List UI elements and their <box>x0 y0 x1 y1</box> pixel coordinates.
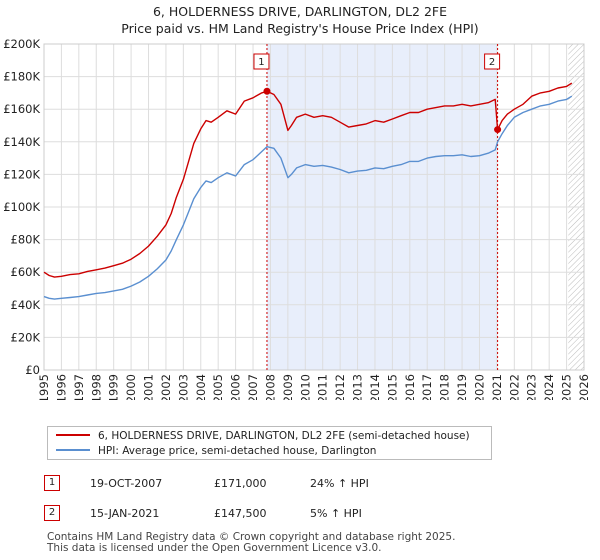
y-tick-label: £200K <box>3 37 40 51</box>
sale-badge: 1 <box>44 475 60 491</box>
y-tick-label: £120K <box>3 167 40 181</box>
chart-title: 6, HOLDERNESS DRIVE, DARLINGTON, DL2 2FE <box>152 4 447 19</box>
x-tick-label: 2003 <box>176 374 190 400</box>
x-tick-label: 1997 <box>72 374 86 400</box>
x-tick-label: 2006 <box>229 374 243 400</box>
x-tick-label: 2007 <box>246 374 260 400</box>
x-tick-label: 1995 <box>37 374 51 400</box>
x-tick-label: 2025 <box>560 374 574 400</box>
y-tick-label: £180K <box>3 70 40 84</box>
y-tick-label: £0 <box>25 363 40 377</box>
y-tick-label: £100K <box>3 200 40 214</box>
x-tick-label: 2008 <box>263 374 277 400</box>
x-tick-label: 2017 <box>420 374 434 400</box>
chart-legend: 6, HOLDERNESS DRIVE, DARLINGTON, DL2 2FE… <box>47 426 492 460</box>
x-tick-label: 1999 <box>107 374 121 400</box>
y-tick-label: £160K <box>3 102 40 116</box>
hpi-series-line <box>43 95 573 300</box>
sale-badge: 2 <box>44 505 60 521</box>
x-tick-label: 2018 <box>438 374 452 400</box>
legend-label-property: 6, HOLDERNESS DRIVE, DARLINGTON, DL2 2FE… <box>98 430 470 442</box>
legend-label-hpi: HPI: Average price, semi-detached house,… <box>98 445 377 457</box>
sale-box <box>484 53 501 70</box>
x-tick-label: 2011 <box>316 374 330 400</box>
sale-price: £171,000 <box>214 477 267 490</box>
sale-box-label: 1 <box>258 57 264 68</box>
x-tick-label: 2005 <box>211 374 225 400</box>
x-tick-label: 2016 <box>403 374 417 400</box>
footer-copyright: Contains HM Land Registry data © Crown c… <box>47 531 456 543</box>
x-tick-label: 2019 <box>455 374 469 400</box>
x-tick-label: 2022 <box>507 374 521 400</box>
sale-price: £147,500 <box>214 507 267 520</box>
sale-date: 15-JAN-2021 <box>90 507 160 520</box>
y-tick-label: £40K <box>11 298 41 312</box>
x-tick-label: 2026 <box>577 374 591 400</box>
sale-hpi-change: 5% ↑ HPI <box>310 507 362 520</box>
sale-point <box>263 87 271 95</box>
plot-border <box>43 43 585 371</box>
y-tick-label: £140K <box>3 135 40 149</box>
legend-item-property: 6, HOLDERNESS DRIVE, DARLINGTON, DL2 2FE… <box>56 429 470 443</box>
x-tick-label: 2013 <box>351 374 365 400</box>
footer-licence: This data is licensed under the Open Gov… <box>47 542 382 554</box>
x-tick-label: 2000 <box>124 374 138 400</box>
x-tick-label: 2002 <box>159 374 173 400</box>
y-tick-label: £60K <box>11 265 41 279</box>
x-tick-label: 2012 <box>333 374 347 400</box>
x-tick-label: 2014 <box>368 374 382 400</box>
x-tick-label: 2023 <box>525 374 539 400</box>
x-tick-label: 1996 <box>54 374 68 400</box>
x-tick-label: 2015 <box>385 374 399 400</box>
price-chart: £0 £20K £40K £60K £80K £100K £120K £140K £160K £1… <box>3 37 591 400</box>
x-tick-label: 1998 <box>89 374 103 400</box>
x-tick-label: 2021 <box>490 374 504 400</box>
sale-box <box>253 53 270 70</box>
x-tick-label: 2020 <box>472 374 486 400</box>
legend-swatch-hpi <box>56 449 90 451</box>
chart-subtitle: Price paid vs. HM Land Registry's House … <box>121 21 479 36</box>
x-tick-label: 2010 <box>298 374 312 400</box>
x-tick-label: 2024 <box>542 374 556 400</box>
sale-hpi-change: 24% ↑ HPI <box>310 477 369 490</box>
x-tick-label: 2001 <box>142 374 156 400</box>
y-tick-label: £80K <box>11 233 41 247</box>
y-tick-label: £20K <box>11 330 41 344</box>
sale-point <box>494 126 502 134</box>
legend-swatch-property <box>56 434 90 436</box>
sale-date: 19-OCT-2007 <box>90 477 163 490</box>
x-tick-label: 2004 <box>194 374 208 400</box>
sale-box-label: 2 <box>489 57 495 68</box>
legend-item-hpi: HPI: Average price, semi-detached house,… <box>56 444 376 458</box>
x-tick-label: 2009 <box>281 374 295 400</box>
property-series-line <box>43 82 573 278</box>
